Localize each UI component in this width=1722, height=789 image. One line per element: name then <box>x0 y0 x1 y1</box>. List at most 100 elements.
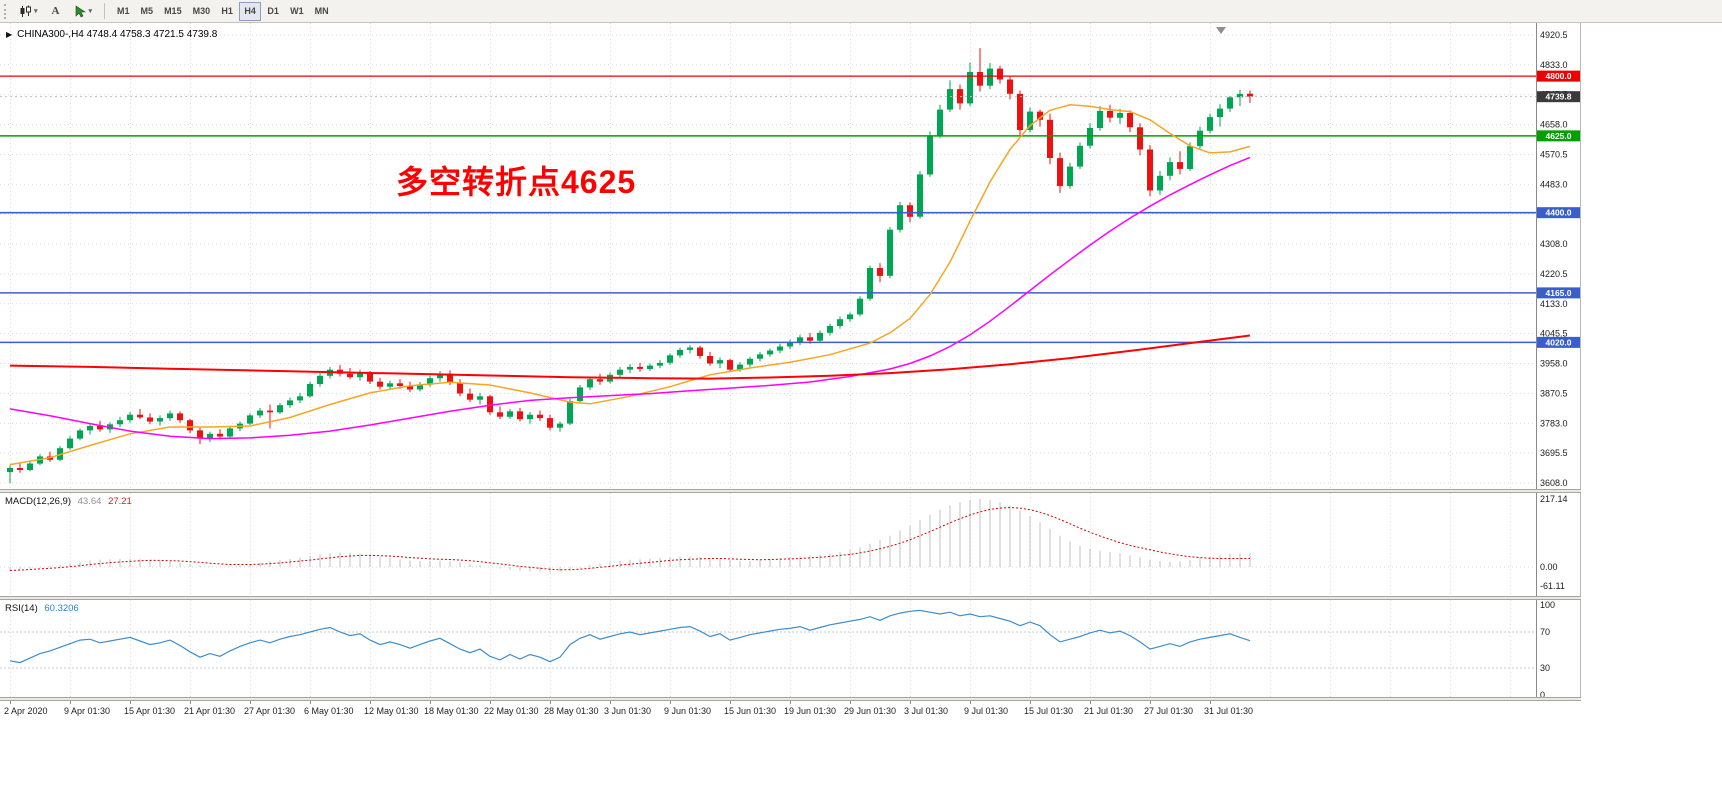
time-axis-label: 3 Jun 01:30 <box>604 706 652 716</box>
timeframe-m1[interactable]: M1 <box>112 2 135 21</box>
pane-splitter[interactable] <box>0 489 1581 493</box>
svg-text:4920.5: 4920.5 <box>1540 30 1568 40</box>
svg-text:100: 100 <box>1540 600 1555 610</box>
timeframe-mn[interactable]: MN <box>310 2 334 21</box>
main-chart-pane[interactable]: 4920.54833.04745.54658.04570.54483.04395… <box>0 23 1581 489</box>
time-axis-label: 31 Jul 01:30 <box>1204 706 1254 716</box>
svg-text:70: 70 <box>1540 627 1550 637</box>
text-tool-button[interactable]: A <box>45 2 67 21</box>
timeframe-h4[interactable]: H4 <box>239 1 262 21</box>
macd-indicator-chart[interactable]: 217.14 0.00 -61.11 <box>0 493 1581 596</box>
svg-text:4220.5: 4220.5 <box>1540 269 1568 279</box>
time-tick <box>1090 701 1091 704</box>
timeframe-m5[interactable]: M5 <box>136 2 159 21</box>
one-click-trading-arrow[interactable]: ▶ <box>6 29 13 39</box>
time-axis-label: 15 Jul 01:30 <box>1024 706 1074 716</box>
time-axis-label: 9 Jul 01:30 <box>964 706 1009 716</box>
svg-text:3783.0: 3783.0 <box>1540 418 1568 428</box>
time-axis-label: 3 Jul 01:30 <box>904 706 949 716</box>
time-tick <box>970 701 971 704</box>
time-axis-label: 28 May 01:30 <box>544 706 599 716</box>
svg-text:3870.5: 3870.5 <box>1540 388 1568 398</box>
time-axis-label: 2 Apr 2020 <box>4 706 48 716</box>
toolbar-grip[interactable] <box>4 3 8 19</box>
time-axis-label: 21 Apr 01:30 <box>184 706 236 716</box>
time-axis[interactable]: 2 Apr 2020 9 Apr 01:30 15 Apr 01:30 21 Apr … <box>0 701 1581 719</box>
time-tick <box>1150 701 1151 704</box>
svg-text:4625.0: 4625.0 <box>1546 131 1572 141</box>
svg-text:4165.0: 4165.0 <box>1546 288 1572 298</box>
svg-text:4570.5: 4570.5 <box>1540 149 1568 159</box>
time-axis-label: 18 May 01:30 <box>424 706 479 716</box>
rsi-pane[interactable]: 100 70 30 0 RSI(14) 60.3206 <box>0 600 1581 697</box>
time-tick <box>250 701 251 704</box>
timeframe-d1[interactable]: D1 <box>262 2 284 21</box>
time-axis-label: 21 Jul 01:30 <box>1084 706 1134 716</box>
time-axis-label: 6 May 01:30 <box>304 706 354 716</box>
time-tick <box>550 701 551 704</box>
svg-text:217.14: 217.14 <box>1540 494 1568 504</box>
svg-text:4400.0: 4400.0 <box>1546 208 1572 218</box>
time-tick <box>370 701 371 704</box>
svg-text:0.00: 0.00 <box>1540 562 1558 572</box>
chart-annotation-text[interactable]: 多空转折点4625 <box>396 164 637 200</box>
time-tick <box>190 701 191 704</box>
macd-main-value: 43.64 <box>77 496 102 507</box>
time-tick <box>790 701 791 704</box>
time-tick <box>610 701 611 704</box>
time-axis-label: 12 May 01:30 <box>364 706 419 716</box>
drawing-tool-button[interactable]: ▾ <box>69 2 98 21</box>
timeframe-m15[interactable]: M15 <box>159 2 187 21</box>
time-axis-label: 15 Jun 01:30 <box>724 706 777 716</box>
toolbar-separator <box>104 3 106 19</box>
time-tick <box>10 701 11 704</box>
time-tick <box>430 701 431 704</box>
time-axis-label: 9 Apr 01:30 <box>64 706 111 716</box>
candlestick-chart-icon <box>20 5 31 17</box>
pane-splitter[interactable] <box>0 697 1581 701</box>
svg-text:3608.0: 3608.0 <box>1540 478 1568 488</box>
svg-text:0: 0 <box>1540 690 1545 697</box>
timeframe-w1[interactable]: W1 <box>285 2 309 21</box>
macd-pane[interactable]: 217.14 0.00 -61.11 MACD(12,26,9) 43.64 27.… <box>0 493 1581 596</box>
svg-text:4483.0: 4483.0 <box>1540 179 1568 189</box>
timeframe-buttons: M1 M5 M15 M30 H1 H4 D1 W1 MN <box>112 1 334 21</box>
time-tick <box>670 701 671 704</box>
rsi-value: 60.3206 <box>44 603 79 614</box>
time-axis-label: 19 Jun 01:30 <box>784 706 837 716</box>
time-tick <box>310 701 311 704</box>
time-tick <box>490 701 491 704</box>
timeframe-m30[interactable]: M30 <box>188 2 216 21</box>
svg-text:4800.0: 4800.0 <box>1546 71 1572 81</box>
svg-text:4020.0: 4020.0 <box>1546 337 1572 347</box>
svg-text:3958.0: 3958.0 <box>1540 359 1568 369</box>
time-tick <box>70 701 71 704</box>
time-tick <box>1210 701 1211 704</box>
rsi-indicator-label: RSI(14) 60.3206 <box>5 603 79 614</box>
svg-text:4739.8: 4739.8 <box>1546 92 1572 102</box>
time-axis-label: 27 Jul 01:30 <box>1144 706 1194 716</box>
time-axis-label: 9 Jun 01:30 <box>664 706 712 716</box>
cursor-arrow-icon <box>75 4 86 17</box>
chart-type-button[interactable]: ▾ <box>14 2 43 21</box>
svg-text:3695.5: 3695.5 <box>1540 448 1568 458</box>
timeframe-h1[interactable]: H1 <box>216 2 238 21</box>
chart-window: 4920.54833.04745.54658.04570.54483.04395… <box>0 23 1581 719</box>
chevron-down-icon: ▾ <box>34 8 38 15</box>
toolbar: ▾ A ▾ M1 M5 M15 M30 H1 H4 D1 W1 MN <box>0 0 1722 23</box>
time-tick <box>730 701 731 704</box>
pane-splitter[interactable] <box>0 596 1581 600</box>
svg-text:4658.0: 4658.0 <box>1540 120 1568 130</box>
rsi-name: RSI(14) <box>5 603 38 614</box>
time-tick <box>1030 701 1031 704</box>
svg-text:-61.11: -61.11 <box>1540 581 1565 591</box>
symbol-ohlc-line: ▶ CHINA300-,H4 4748.4 4758.3 4721.5 4739… <box>6 29 217 40</box>
chevron-down-icon: ▾ <box>88 8 93 15</box>
time-axis-label: 29 Jun 01:30 <box>844 706 897 716</box>
svg-text:4308.0: 4308.0 <box>1540 239 1568 249</box>
candlestick-chart[interactable]: 4920.54833.04745.54658.04570.54483.04395… <box>0 23 1581 489</box>
rsi-indicator-chart[interactable]: 100 70 30 0 <box>0 600 1581 697</box>
time-tick <box>130 701 131 704</box>
time-axis-label: 22 May 01:30 <box>484 706 539 716</box>
